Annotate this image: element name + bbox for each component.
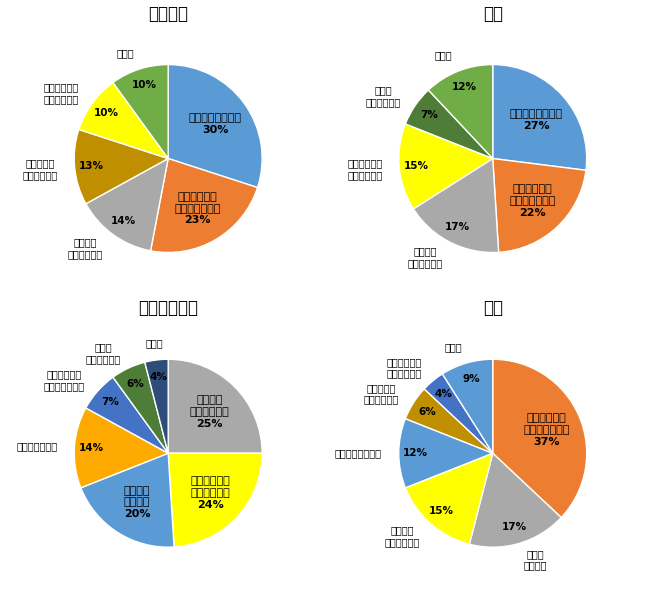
Text: 14%: 14%: [79, 444, 104, 454]
Wedge shape: [74, 129, 168, 204]
Text: 10%: 10%: [132, 80, 157, 90]
Wedge shape: [406, 453, 493, 544]
Text: トラブルに
巻き込まれた: トラブルに 巻き込まれた: [23, 158, 58, 180]
Wedge shape: [113, 65, 168, 158]
Wedge shape: [493, 65, 587, 170]
Text: その他: その他: [434, 50, 452, 60]
Wedge shape: [493, 359, 587, 518]
Text: 自分の仕事が
終わらなかった
37%: 自分の仕事が 終わらなかった 37%: [523, 413, 569, 447]
Text: トラブルに
巻き込まれた: トラブルに 巻き込まれた: [364, 383, 399, 404]
Wedge shape: [168, 453, 262, 547]
Text: 6%: 6%: [127, 378, 144, 388]
Text: 10%: 10%: [94, 109, 118, 118]
Text: 4%: 4%: [150, 372, 168, 382]
Text: 自分の仕事が
終わらなかった
22%: 自分の仕事が 終わらなかった 22%: [510, 184, 556, 218]
Wedge shape: [79, 82, 168, 158]
Text: その他: その他: [116, 48, 134, 58]
Wedge shape: [493, 158, 586, 252]
Text: 4%: 4%: [435, 389, 452, 399]
Wedge shape: [406, 90, 493, 158]
Text: 残業代を稼ぎたい: 残業代を稼ぎたい: [335, 448, 382, 458]
Text: 17%: 17%: [502, 522, 526, 532]
Text: 14%: 14%: [111, 216, 135, 226]
Title: ベトナム: ベトナム: [148, 5, 188, 23]
Text: 人手が足りない: 人手が足りない: [16, 441, 58, 451]
Wedge shape: [428, 65, 493, 158]
Wedge shape: [168, 65, 262, 187]
Text: 上司から
依頼があった: 上司から 依頼があった: [407, 247, 443, 268]
Wedge shape: [74, 408, 168, 488]
Text: 一緒に働く人
を手伝いたい
24%: 一緒に働く人 を手伝いたい 24%: [190, 477, 231, 510]
Wedge shape: [86, 377, 168, 453]
Wedge shape: [406, 389, 493, 453]
Wedge shape: [168, 359, 262, 453]
Wedge shape: [113, 362, 168, 453]
Text: 残業代を稼ぎたい
27%: 残業代を稼ぎたい 27%: [510, 109, 563, 131]
Text: 一緒に働く人
を手伝いたい: 一緒に働く人 を手伝いたい: [387, 357, 422, 378]
Wedge shape: [398, 419, 493, 488]
Text: 残業代を稼ぎたい
30%: 残業代を稼ぎたい 30%: [188, 113, 242, 135]
Text: 上司から
依頼があった
25%: 上司から 依頼があった 25%: [190, 396, 229, 429]
Text: その他: その他: [146, 338, 163, 348]
Title: インドネシア: インドネシア: [138, 299, 198, 317]
Text: 上司が
帰らないから: 上司が 帰らないから: [366, 85, 401, 107]
Text: 17%: 17%: [445, 222, 471, 232]
Wedge shape: [145, 359, 168, 453]
Title: タイ: タイ: [483, 5, 502, 23]
Wedge shape: [424, 374, 493, 453]
Wedge shape: [86, 158, 168, 251]
Text: 上司から
依頼があった: 上司から 依頼があった: [384, 525, 419, 547]
Text: 上司が
帰らないから: 上司が 帰らないから: [86, 342, 121, 364]
Wedge shape: [398, 124, 493, 209]
Text: 12%: 12%: [403, 448, 428, 458]
Text: 一緒に働く人
を手伝いたい: 一緒に働く人 を手伝いたい: [347, 158, 382, 180]
Text: その他: その他: [444, 342, 462, 352]
Text: 上司から
依頼があった: 上司から 依頼があった: [68, 237, 103, 259]
Text: 15%: 15%: [404, 161, 428, 171]
Wedge shape: [413, 158, 499, 253]
Wedge shape: [151, 158, 257, 253]
Text: 自分の仕事が
終わらなかった: 自分の仕事が 終わらなかった: [44, 369, 85, 391]
Title: 日本: 日本: [483, 299, 502, 317]
Text: 自分の仕事が
終わらなかった
23%: 自分の仕事が 終わらなかった 23%: [175, 192, 221, 225]
Text: 7%: 7%: [101, 397, 120, 407]
Text: 人手が
足りない: 人手が 足りない: [524, 549, 547, 570]
Text: 一緒に働く人
を手伝いたい: 一緒に働く人 を手伝いたい: [44, 82, 79, 104]
Wedge shape: [81, 453, 174, 547]
Text: 13%: 13%: [79, 161, 104, 171]
Text: 残業代を
稼ぎたい
20%: 残業代を 稼ぎたい 20%: [124, 486, 150, 519]
Text: 9%: 9%: [462, 374, 480, 384]
Text: 12%: 12%: [452, 82, 477, 92]
Text: 6%: 6%: [419, 407, 437, 417]
Wedge shape: [469, 453, 561, 547]
Text: 15%: 15%: [429, 506, 454, 516]
Wedge shape: [443, 359, 493, 453]
Text: 7%: 7%: [420, 110, 438, 120]
